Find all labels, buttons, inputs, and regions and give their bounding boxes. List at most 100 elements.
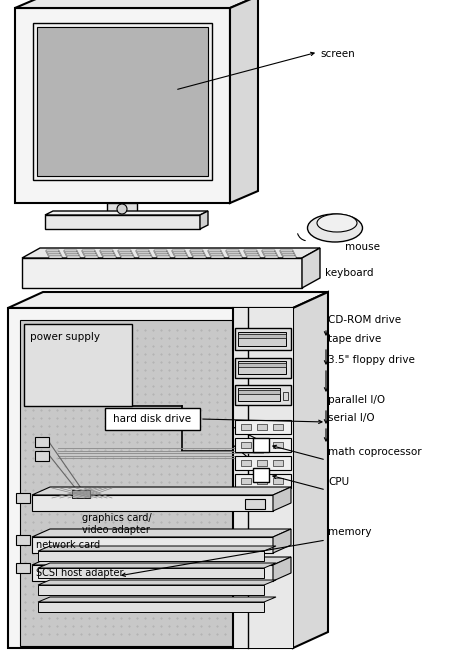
Polygon shape [230,0,258,203]
Polygon shape [257,442,267,448]
Polygon shape [210,254,223,256]
Text: memory: memory [328,527,372,537]
Polygon shape [83,252,96,254]
Polygon shape [265,256,278,258]
Polygon shape [136,250,149,252]
Polygon shape [241,478,251,484]
Polygon shape [38,580,276,585]
Polygon shape [173,252,186,254]
Polygon shape [37,27,208,176]
Polygon shape [38,568,264,578]
Polygon shape [235,328,291,350]
Polygon shape [16,493,30,503]
Polygon shape [238,334,286,338]
Polygon shape [120,254,133,256]
Polygon shape [35,451,49,461]
Text: math coprocessor: math coprocessor [328,447,422,457]
Polygon shape [273,460,283,466]
Polygon shape [24,324,132,406]
Polygon shape [241,460,251,466]
Text: parallel I/O: parallel I/O [328,395,385,405]
Polygon shape [211,256,224,258]
Polygon shape [233,308,293,648]
Polygon shape [282,254,295,256]
Polygon shape [103,256,116,258]
Polygon shape [45,215,200,229]
Polygon shape [174,254,187,256]
Polygon shape [283,392,288,400]
Polygon shape [47,252,60,254]
Polygon shape [20,320,291,646]
Polygon shape [138,254,151,256]
Polygon shape [273,478,283,484]
Polygon shape [156,254,169,256]
Polygon shape [238,363,286,367]
Polygon shape [238,390,280,394]
Polygon shape [16,535,30,545]
Polygon shape [82,250,95,252]
Polygon shape [247,256,260,258]
Polygon shape [273,487,291,511]
Text: serial I/O: serial I/O [328,413,374,423]
Text: tape drive: tape drive [328,334,381,344]
Polygon shape [208,250,221,252]
Polygon shape [22,258,302,288]
Polygon shape [191,252,204,254]
Polygon shape [241,442,251,448]
Polygon shape [235,385,291,405]
Polygon shape [45,211,208,215]
Text: graphics card/
video adapter: graphics card/ video adapter [82,513,152,535]
Polygon shape [209,252,222,254]
Polygon shape [85,256,98,258]
Polygon shape [227,252,240,254]
Polygon shape [246,254,259,256]
Polygon shape [32,537,273,553]
Polygon shape [38,602,264,612]
Polygon shape [264,254,277,256]
Text: network card: network card [36,540,100,550]
Text: CD-ROM drive: CD-ROM drive [328,315,401,325]
Polygon shape [65,252,78,254]
Text: hard disk drive: hard disk drive [113,414,191,424]
Polygon shape [38,563,276,568]
Polygon shape [33,23,212,180]
Polygon shape [119,252,132,254]
Polygon shape [283,256,296,258]
Polygon shape [235,474,291,488]
Text: 3.5" floppy drive: 3.5" floppy drive [328,355,415,365]
Polygon shape [228,254,241,256]
Polygon shape [229,256,242,258]
Polygon shape [46,250,59,252]
Polygon shape [238,361,286,374]
Polygon shape [253,468,269,482]
Polygon shape [280,250,293,252]
Text: SCSI host adapter: SCSI host adapter [36,568,124,578]
Polygon shape [253,438,269,452]
Polygon shape [121,256,134,258]
Polygon shape [281,252,294,254]
Polygon shape [302,248,320,288]
Polygon shape [32,487,291,495]
Polygon shape [8,308,293,648]
Polygon shape [32,565,273,581]
Text: keyboard: keyboard [325,268,374,278]
Polygon shape [48,254,61,256]
Circle shape [117,204,127,214]
Polygon shape [155,252,168,254]
Polygon shape [15,0,258,8]
Polygon shape [273,424,283,430]
Ellipse shape [317,214,357,232]
Polygon shape [235,456,291,470]
Polygon shape [235,438,291,452]
Polygon shape [64,250,77,252]
Polygon shape [22,248,320,258]
Polygon shape [157,256,170,258]
Polygon shape [257,460,267,466]
Polygon shape [72,490,90,498]
Ellipse shape [308,214,363,242]
Polygon shape [193,256,206,258]
Polygon shape [32,529,291,537]
Polygon shape [273,529,291,553]
Text: CPU: CPU [328,477,349,487]
Polygon shape [200,211,208,229]
